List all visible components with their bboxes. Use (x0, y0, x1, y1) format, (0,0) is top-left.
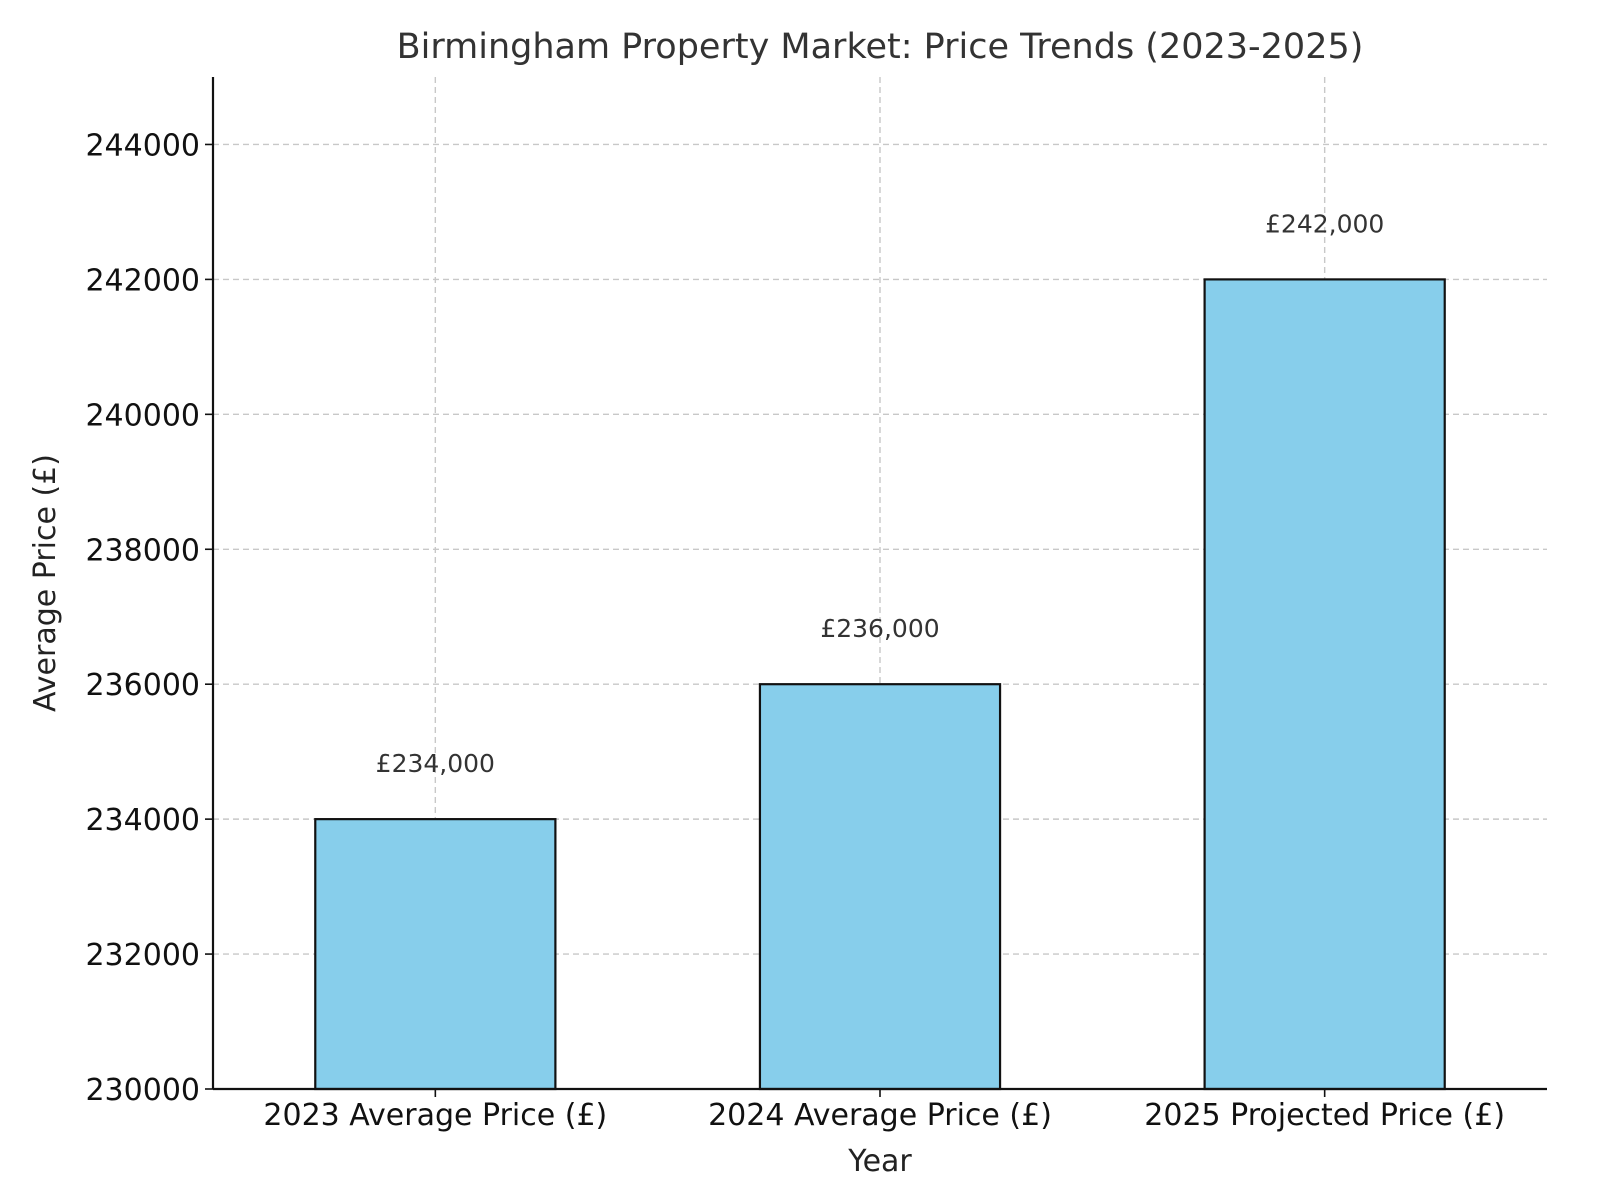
x-tick-label: 2024 Average Price (£) (708, 1098, 1052, 1133)
x-axis-title: Year (847, 1144, 912, 1179)
bars (314, 278, 1446, 1091)
y-tick-label: 242000 (85, 263, 200, 298)
data-labels: £234,000 £236,000 £242,000 (376, 209, 1385, 778)
bar-value-label: £234,000 (376, 749, 495, 778)
bar (314, 818, 557, 1091)
chart-title: Birmingham Property Market: Price Trends… (397, 27, 1364, 67)
x-tick-label: 2023 Average Price (£) (263, 1098, 607, 1133)
bar-value-label: £236,000 (820, 614, 939, 643)
y-axis-title: Average Price (£) (28, 454, 63, 712)
bar (1203, 278, 1446, 1091)
y-tick-label: 232000 (85, 938, 200, 973)
x-tick-label: 2025 Projected Price (£) (1144, 1098, 1505, 1133)
y-tick-label: 240000 (85, 398, 200, 433)
y-tick-label: 238000 (85, 533, 200, 568)
y-tick-label: 236000 (85, 668, 200, 703)
bar-value-label: £242,000 (1265, 209, 1384, 238)
ticks: 230000 232000 234000 236000 238000 240000 2420… (85, 128, 1505, 1133)
y-tick-label: 230000 (85, 1073, 200, 1108)
y-tick-label: 244000 (85, 128, 200, 163)
bar (758, 683, 1002, 1091)
y-tick-label: 234000 (85, 803, 200, 838)
